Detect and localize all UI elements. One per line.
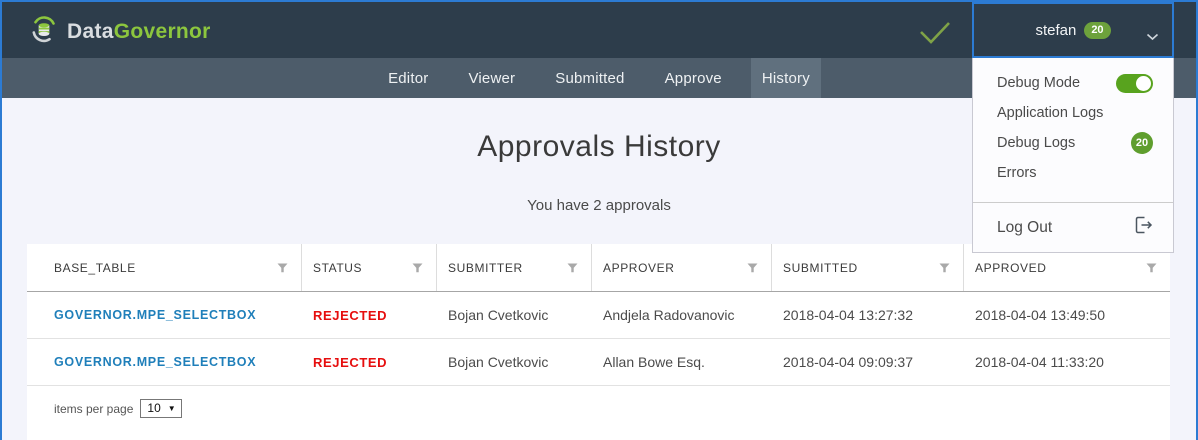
approved-value: 2018-04-04 13:49:50 xyxy=(975,307,1105,323)
top-header-bar: DataGovernor stefan 20 xyxy=(2,2,1196,58)
menu-item-application-logs[interactable]: Application Logs xyxy=(997,105,1104,121)
table-row[interactable]: GOVERNOR.MPE_SELECTBOX REJECTED Bojan Cv… xyxy=(27,292,1170,339)
status-value: REJECTED xyxy=(313,307,388,323)
pagination-bar: items per page 10 ▼ xyxy=(27,386,1170,418)
submitter-value: Bojan Cvetkovic xyxy=(448,307,549,323)
column-header-approver: APPROVER xyxy=(592,244,772,291)
submitted-value: 2018-04-04 13:27:32 xyxy=(783,307,913,323)
items-per-page-label: items per page xyxy=(54,401,134,416)
logout-icon xyxy=(1131,213,1155,242)
database-sync-icon xyxy=(30,15,58,48)
user-name: stefan xyxy=(1035,21,1077,39)
approved-value: 2018-04-04 11:33:20 xyxy=(975,354,1104,370)
page-title: Approvals History xyxy=(477,130,721,163)
column-header-submitted: SUBMITTED xyxy=(772,244,964,291)
approver-value: Allan Bowe Esq. xyxy=(603,354,705,370)
column-header-approved: APPROVED xyxy=(964,244,1170,291)
brand-name: DataGovernor xyxy=(67,19,211,43)
filter-icon[interactable] xyxy=(939,263,950,273)
table-header-row: BASE_TABLE STATUS SUBMITTER APPROVER SUB… xyxy=(27,244,1170,292)
page-size-select[interactable]: 10 ▼ xyxy=(140,399,182,418)
user-notification-badge: 20 xyxy=(1084,21,1111,39)
submitted-value: 2018-04-04 09:09:37 xyxy=(783,354,913,370)
filter-icon[interactable] xyxy=(1146,263,1157,273)
menu-item-errors[interactable]: Errors xyxy=(997,165,1037,181)
table-row[interactable]: GOVERNOR.MPE_SELECTBOX REJECTED Bojan Cv… xyxy=(27,339,1170,386)
column-header-submitter: SUBMITTER xyxy=(437,244,592,291)
select-caret-icon: ▼ xyxy=(167,403,176,413)
base-table-link[interactable]: GOVERNOR.MPE_SELECTBOX xyxy=(54,355,257,369)
nav-tab-approve[interactable]: Approve xyxy=(664,69,722,87)
submitter-value: Bojan Cvetkovic xyxy=(448,354,549,370)
status-value: REJECTED xyxy=(313,354,388,370)
user-dropdown-menu: Debug Mode Application Logs Debug Logs 2… xyxy=(972,58,1174,253)
nav-tab-submitted[interactable]: Submitted xyxy=(555,69,625,87)
nav-tab-editor[interactable]: Editor xyxy=(388,69,429,87)
menu-item-log-out[interactable]: Log Out xyxy=(973,203,1173,252)
user-menu-trigger[interactable]: stefan 20 xyxy=(972,2,1174,58)
column-header-base-table: BASE_TABLE xyxy=(27,244,302,291)
debug-mode-toggle[interactable] xyxy=(1116,73,1153,93)
menu-item-debug-mode[interactable]: Debug Mode xyxy=(973,68,1173,98)
toggle-knob xyxy=(1136,75,1151,91)
approvals-table: BASE_TABLE STATUS SUBMITTER APPROVER SUB… xyxy=(27,244,1170,440)
nav-tab-history[interactable]: History xyxy=(750,58,821,98)
filter-icon[interactable] xyxy=(277,263,288,273)
base-table-link[interactable]: GOVERNOR.MPE_SELECTBOX xyxy=(54,308,257,322)
filter-icon[interactable] xyxy=(567,263,578,273)
checkmark-icon[interactable] xyxy=(916,19,954,47)
menu-divider xyxy=(973,202,1173,203)
column-header-status: STATUS xyxy=(302,244,437,291)
menu-item-debug-logs[interactable]: Debug Logs 20 xyxy=(973,128,1173,158)
debug-logs-count-badge: 20 xyxy=(1131,132,1153,154)
approver-value: Andjela Radovanovic xyxy=(603,307,735,323)
chevron-down-icon xyxy=(1146,28,1159,46)
filter-icon[interactable] xyxy=(412,263,423,273)
filter-icon[interactable] xyxy=(747,263,758,273)
nav-tab-viewer[interactable]: Viewer xyxy=(468,69,516,87)
brand-logo[interactable]: DataGovernor xyxy=(30,15,211,48)
approvals-count-text: You have 2 approvals xyxy=(527,197,671,214)
